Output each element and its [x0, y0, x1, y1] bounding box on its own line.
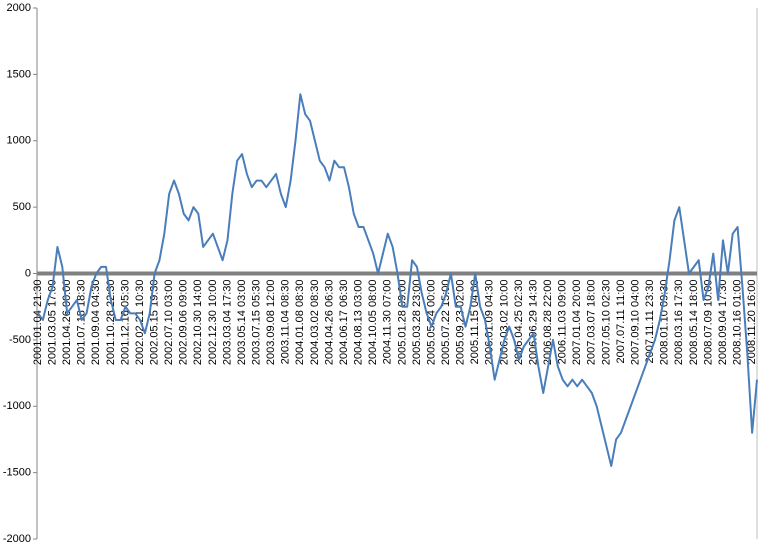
y-tick-label: 500: [13, 201, 31, 213]
x-tick-label: 2004.04.26 06:30: [323, 280, 335, 366]
series-line: [37, 93, 758, 467]
x-tick-label: 2002.12.30 10:00: [207, 280, 219, 366]
x-tick-label: 2005.11.15 04:00: [469, 280, 481, 365]
x-tick-label: 2007.03.07 18:00: [586, 280, 598, 366]
y-tick-label: -1000: [3, 400, 31, 412]
x-tick-label: 2003.05.14 03:00: [236, 280, 248, 366]
x-tick-label: 2008.07.09 10:00: [702, 280, 714, 366]
x-tick-label: 2005.01.28 09:00: [396, 280, 408, 366]
x-tick-label: 2001.10.28 22:30: [105, 280, 117, 366]
x-tick-label: 2006.08.28 22:00: [542, 280, 554, 366]
y-tick-label: -2000: [3, 533, 31, 545]
y-tick-label: -1500: [3, 467, 31, 479]
x-tick-label: 2004.01.08 08:30: [294, 280, 306, 366]
x-tick-label: 2002.05.15 19:30: [149, 280, 161, 366]
x-tick-label: 2001.07.18 18:30: [76, 280, 88, 366]
x-tick-label: 2006.01.09 04:30: [484, 280, 496, 366]
x-tick-label: 2004.11.30 07:00: [382, 280, 394, 365]
x-tick-label: 2002.09.06 09:00: [178, 280, 190, 366]
x-tick-label: 2007.07.11 11:00: [615, 280, 627, 364]
x-tick-label: 2004.03.02 08:30: [309, 280, 321, 366]
x-tick-label: 2003.11.04 08:30: [280, 280, 292, 365]
x-tick-label: 2001.04.26 00:00: [61, 280, 73, 366]
y-tick-label: 1500: [7, 68, 31, 80]
x-tick-label: 2008.01.10 09:30: [659, 280, 671, 366]
x-tick-label: 2006.11.03 09:00: [557, 280, 569, 365]
x-tick-label: 2006.04.25 02:30: [513, 280, 525, 366]
x-tick-label: 2005.05.24 00:00: [425, 279, 437, 365]
x-tick-label: 2005.03.28 23:00: [411, 280, 423, 366]
y-tick-label: 2000: [7, 2, 31, 14]
x-tick-label: 2008.09.04 17:30: [717, 280, 729, 366]
x-tick-label: 2008.05.14 18:00: [688, 280, 700, 366]
x-tick-label: 2007.01.04 20:00: [571, 280, 583, 366]
x-tick-label: 2004.06.17 06:30: [338, 280, 350, 366]
y-tick-label: 0: [25, 267, 31, 279]
x-tick-label: 2002.07.10 03:00: [163, 280, 175, 366]
x-tick-label: 2004.08.13 03:00: [353, 280, 365, 366]
x-tick-label: 2007.09.10 04:00: [629, 280, 641, 366]
x-tick-label: 2006.06.29 14:30: [527, 280, 539, 366]
x-tick-label: 2007.05.10 02:30: [600, 280, 612, 366]
x-tick-label: 2003.07.15 05:30: [251, 280, 263, 366]
x-tick-label: 2008.10.16 01:00: [731, 280, 743, 366]
x-tick-label: 2005.09.23 02:00: [455, 280, 467, 366]
x-tick-label: 2004.10.05 08:00: [367, 280, 379, 366]
x-tick-label: 2006.03.02 10:00: [498, 280, 510, 366]
x-tick-label: 2001.03.05 17:00: [46, 280, 58, 366]
x-tick-label: 2008.11.20 16:00: [746, 280, 758, 365]
x-tick-label: 2003.03.04 17:30: [221, 280, 233, 366]
x-tick-label: 2008.03.16 17:30: [673, 280, 685, 366]
x-tick-label: 2002.10.30 14:00: [192, 280, 204, 366]
x-tick-label: 2001.01.04 21:30: [32, 280, 44, 366]
x-tick-label: 2001.12.16 05:30: [119, 280, 131, 366]
x-tick-label: 2001.09.04 04:30: [90, 280, 102, 366]
x-tick-label: 2003.09.08 12:00: [265, 280, 277, 366]
y-tick-label: 1000: [7, 135, 31, 147]
y-tick-label: -500: [9, 334, 31, 346]
